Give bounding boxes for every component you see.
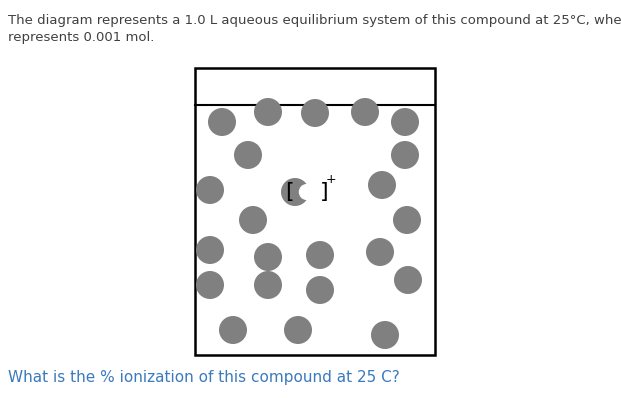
Circle shape — [284, 316, 312, 344]
Circle shape — [254, 243, 282, 271]
Circle shape — [394, 266, 422, 294]
Circle shape — [254, 98, 282, 126]
Circle shape — [306, 276, 334, 304]
Bar — [195, 68, 435, 355]
Circle shape — [368, 171, 396, 199]
Circle shape — [371, 321, 399, 349]
Circle shape — [196, 176, 224, 204]
Circle shape — [254, 271, 282, 299]
Circle shape — [391, 141, 419, 169]
Circle shape — [239, 206, 267, 234]
Text: +: + — [326, 173, 337, 186]
Circle shape — [281, 178, 309, 206]
Text: The diagram represents a 1.0 L aqueous equilibrium system of this compound at 25: The diagram represents a 1.0 L aqueous e… — [8, 14, 621, 44]
Circle shape — [306, 241, 334, 269]
Circle shape — [219, 316, 247, 344]
Circle shape — [196, 271, 224, 299]
Circle shape — [299, 185, 314, 199]
Text: What is the % ionization of this compound at 25 C?: What is the % ionization of this compoun… — [8, 370, 400, 385]
Text: ]: ] — [319, 182, 328, 202]
Circle shape — [391, 108, 419, 136]
Circle shape — [196, 236, 224, 264]
Circle shape — [208, 108, 236, 136]
Text: [: [ — [285, 182, 294, 202]
Circle shape — [234, 141, 262, 169]
Circle shape — [301, 99, 329, 127]
Circle shape — [366, 238, 394, 266]
Circle shape — [393, 206, 421, 234]
Circle shape — [351, 98, 379, 126]
